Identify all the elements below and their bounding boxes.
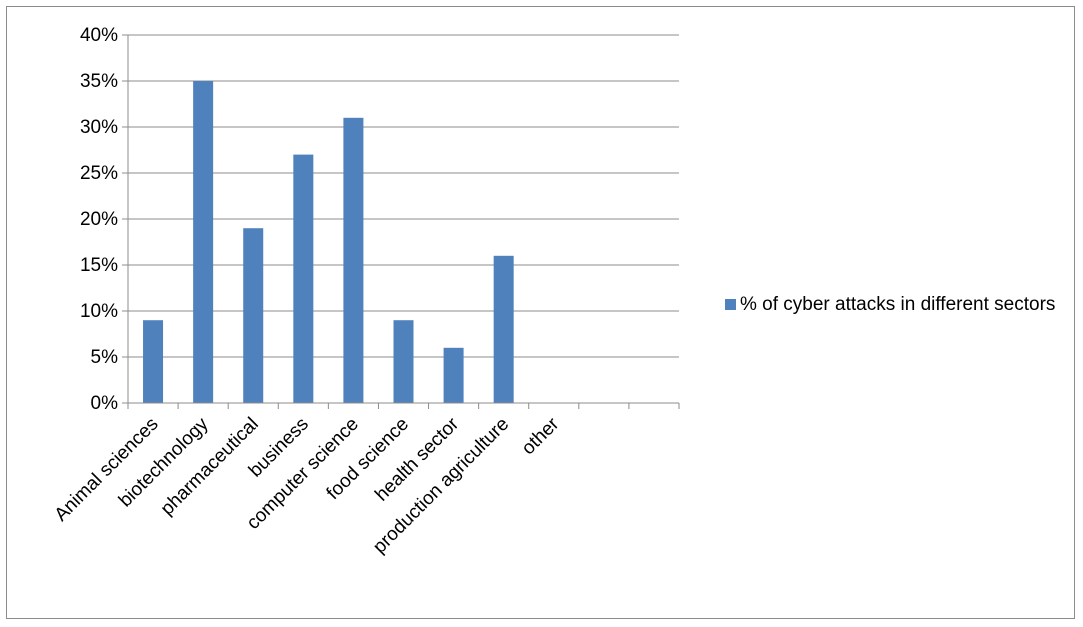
x-tick-label: other: [518, 413, 564, 459]
bar: [443, 347, 464, 403]
x-tick-labels: Animal sciencesbiotechnologypharmaceutic…: [51, 413, 564, 558]
legend-label: % of cyber attacks in different sectors: [740, 294, 1056, 315]
y-tick-label: 0%: [91, 393, 119, 414]
legend: % of cyber attacks in different sectors: [725, 291, 1075, 318]
gridlines: [128, 34, 679, 358]
y-tick-label: 15%: [80, 255, 118, 276]
bar: [143, 320, 164, 403]
y-tick-label: 10%: [80, 301, 118, 322]
bar: [193, 81, 214, 403]
bar: [493, 255, 514, 403]
bar: [243, 228, 264, 403]
legend-swatch: [725, 299, 736, 310]
y-tick-label: 30%: [80, 117, 118, 138]
axes: [122, 34, 680, 409]
y-tick-label: 35%: [80, 71, 118, 92]
y-tick-label: 20%: [80, 209, 118, 230]
y-tick-label: 5%: [91, 347, 119, 368]
y-tick-label: 25%: [80, 163, 118, 184]
y-tick-label: 40%: [80, 25, 118, 46]
y-tick-labels: 0% 5% 10% 15% 20% 25% 30% 35% 40%: [80, 25, 118, 414]
bars: [143, 81, 514, 404]
bar: [343, 117, 364, 404]
bar-chart: 0% 5% 10% 15% 20% 25% 30% 35% 40% Animal science…: [51, 25, 680, 558]
bar: [293, 154, 314, 403]
chart-frame: 0% 5% 10% 15% 20% 25% 30% 35% 40% Animal science…: [6, 6, 1075, 619]
bar: [393, 320, 414, 403]
